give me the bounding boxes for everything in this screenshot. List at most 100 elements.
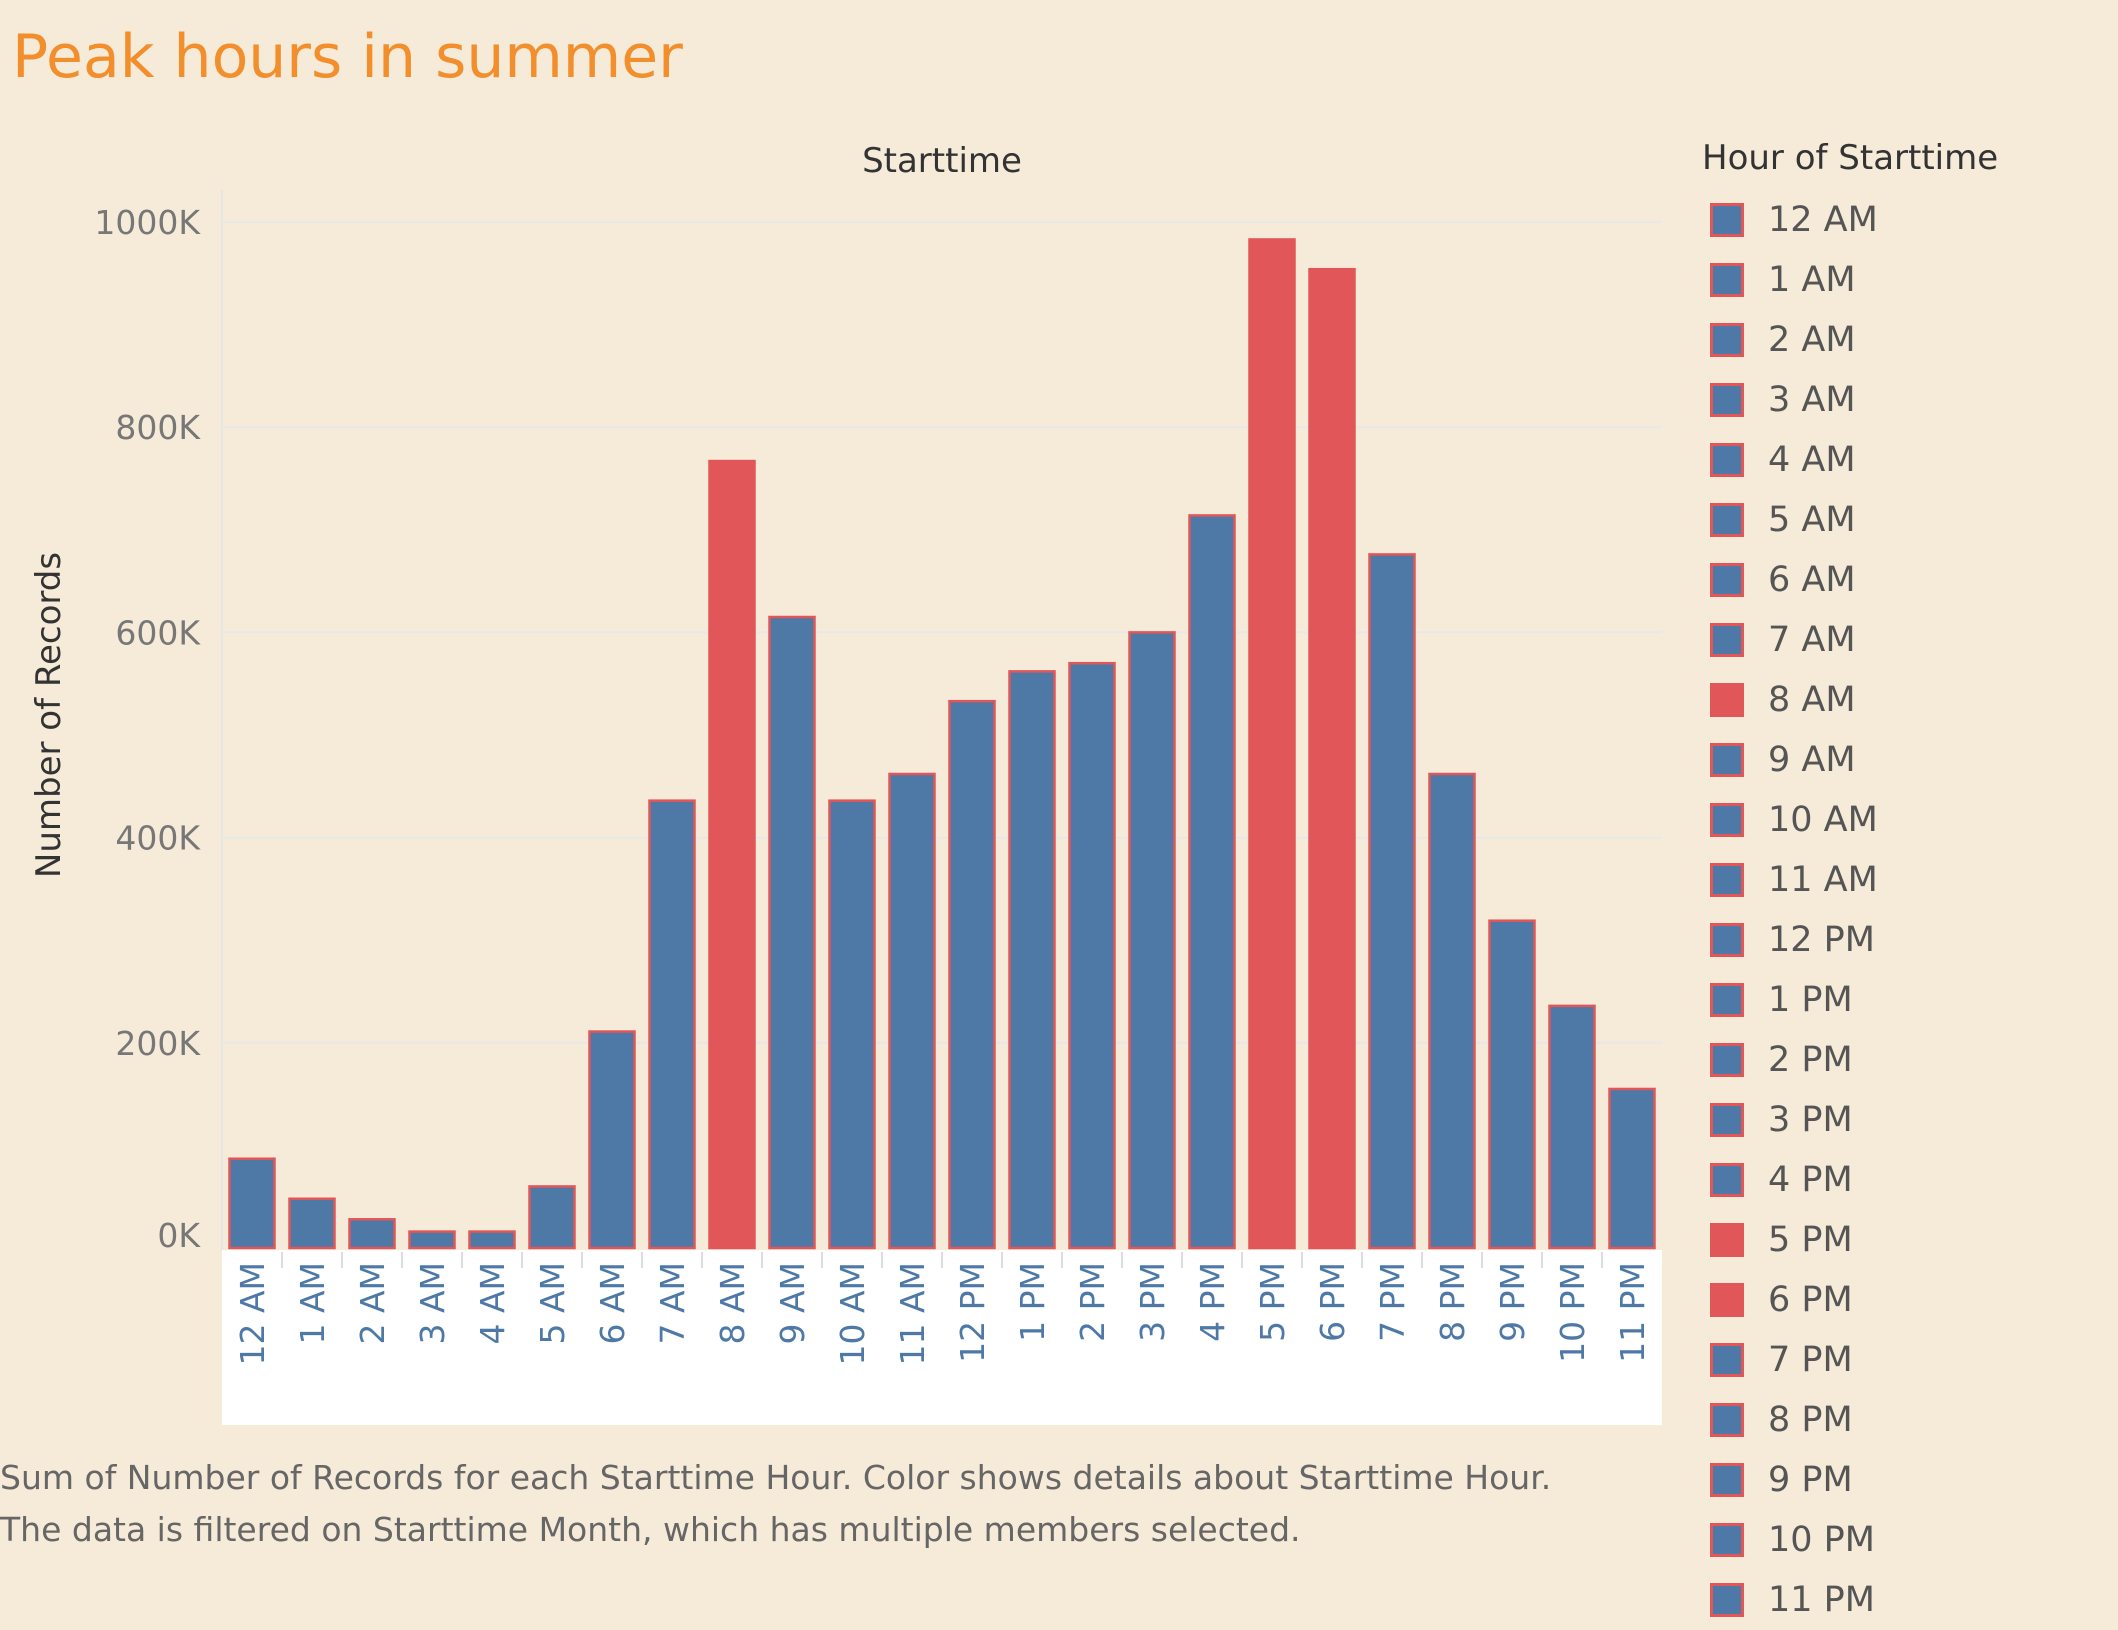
legend-swatch xyxy=(1710,1403,1744,1437)
x-tick-label: 8 PM xyxy=(1433,1262,1472,1342)
y-tick-label: 200K xyxy=(115,1024,201,1063)
legend-item[interactable]: 12 PM xyxy=(1700,910,2100,970)
legend-swatch xyxy=(1710,1523,1744,1557)
legend-label: 5 PM xyxy=(1768,1220,1853,1260)
caption: Sum of Number of Records for each Startt… xyxy=(0,1452,1551,1556)
legend-label: 12 AM xyxy=(1768,200,1878,240)
x-tick-label: 9 PM xyxy=(1493,1262,1532,1342)
legend-item[interactable]: 4 PM xyxy=(1700,1150,2100,1210)
legend-swatch xyxy=(1710,863,1744,897)
bar xyxy=(1128,631,1176,1250)
legend-label: 9 AM xyxy=(1768,740,1856,780)
bar xyxy=(648,799,696,1250)
column-header: Starttime xyxy=(862,141,1022,181)
legend-label: 11 PM xyxy=(1768,1580,1875,1620)
legend-label: 1 AM xyxy=(1768,260,1856,300)
plot-area: 0K 200K 400K 600K 800K 1000K 12 AM 1 AM 2 AM 3 AM… xyxy=(94,190,1662,1425)
legend-swatch xyxy=(1710,1103,1744,1137)
legend-swatch xyxy=(1710,1343,1744,1377)
x-tick-label: 12 PM xyxy=(953,1262,992,1363)
legend-label: 1 PM xyxy=(1768,980,1853,1020)
legend-swatch xyxy=(1710,263,1744,297)
legend-item[interactable]: 7 PM xyxy=(1700,1330,2100,1390)
legend-swatch xyxy=(1710,323,1744,357)
legend-swatch xyxy=(1710,623,1744,657)
bar xyxy=(828,799,876,1250)
legend-item[interactable]: 9 PM xyxy=(1700,1450,2100,1510)
bar xyxy=(528,1185,576,1250)
caption-line-1: Sum of Number of Records for each Startt… xyxy=(0,1458,1552,1497)
x-tick-label: 12 AM xyxy=(233,1262,272,1366)
legend-item[interactable]: 3 AM xyxy=(1700,370,2100,430)
legend-swatch xyxy=(1710,1043,1744,1077)
legend-item[interactable]: 10 AM xyxy=(1700,790,2100,850)
legend-item[interactable]: 5 AM xyxy=(1700,490,2100,550)
bar xyxy=(948,699,996,1250)
legend-label: 12 PM xyxy=(1768,920,1875,960)
bar xyxy=(888,772,936,1250)
legend-label: 9 PM xyxy=(1768,1460,1853,1500)
bar xyxy=(1608,1087,1656,1250)
x-tick-label: 1 AM xyxy=(293,1262,332,1345)
legend-item[interactable]: 9 AM xyxy=(1700,730,2100,790)
legend-item[interactable]: 1 PM xyxy=(1700,970,2100,1030)
legend-swatch xyxy=(1710,983,1744,1017)
legend-swatch xyxy=(1710,563,1744,597)
x-tick-label: 5 AM xyxy=(533,1262,572,1345)
x-tick-label: 5 PM xyxy=(1253,1262,1292,1342)
bar xyxy=(1008,670,1056,1250)
legend-item[interactable]: 2 PM xyxy=(1700,1030,2100,1090)
y-tick-label: 0K xyxy=(157,1216,201,1255)
legend-label: 10 PM xyxy=(1768,1520,1875,1560)
y-tick-label: 800K xyxy=(115,408,201,447)
x-tick-label: 10 PM xyxy=(1553,1262,1592,1363)
y-axis-label: Number of Records xyxy=(29,552,69,878)
legend-label: 4 AM xyxy=(1768,440,1856,480)
legend-item[interactable]: 8 PM xyxy=(1700,1390,2100,1450)
legend-item[interactable]: 11 PM xyxy=(1700,1570,2100,1630)
bar xyxy=(1308,267,1356,1250)
bar xyxy=(228,1157,276,1250)
legend-label: 6 PM xyxy=(1768,1280,1853,1320)
x-tick-label: 11 PM xyxy=(1613,1262,1652,1363)
legend-swatch xyxy=(1710,743,1744,777)
bar xyxy=(1248,238,1296,1250)
legend-swatch xyxy=(1710,1223,1744,1257)
legend-item[interactable]: 4 AM xyxy=(1700,430,2100,490)
legend-swatch xyxy=(1710,923,1744,957)
legend-label: 8 AM xyxy=(1768,680,1856,720)
legend-item[interactable]: 1 AM xyxy=(1700,250,2100,310)
bar xyxy=(408,1230,456,1250)
legend-item[interactable]: 3 PM xyxy=(1700,1090,2100,1150)
legend-item[interactable]: 12 AM xyxy=(1700,190,2100,250)
legend-swatch xyxy=(1710,1463,1744,1497)
legend-item[interactable]: 2 AM xyxy=(1700,310,2100,370)
x-axis-band xyxy=(222,1250,1662,1425)
legend-item[interactable]: 11 AM xyxy=(1700,850,2100,910)
legend-label: 5 AM xyxy=(1768,500,1856,540)
legend-swatch xyxy=(1710,1583,1744,1617)
legend-item[interactable]: 5 PM xyxy=(1700,1210,2100,1270)
x-tick-label: 4 PM xyxy=(1193,1262,1232,1342)
legend-item[interactable]: 7 AM xyxy=(1700,610,2100,670)
x-tick-label: 10 AM xyxy=(833,1262,872,1366)
legend-item[interactable]: 8 AM xyxy=(1700,670,2100,730)
legend-label: 8 PM xyxy=(1768,1400,1853,1440)
bar xyxy=(588,1030,636,1250)
x-tick-label: 6 AM xyxy=(593,1262,632,1345)
legend-label: 3 AM xyxy=(1768,380,1856,420)
legend-swatch xyxy=(1710,1163,1744,1197)
legend-swatch xyxy=(1710,443,1744,477)
legend-label: 2 AM xyxy=(1768,320,1856,360)
x-tick-label: 3 PM xyxy=(1133,1262,1172,1342)
legend-item[interactable]: 10 PM xyxy=(1700,1510,2100,1570)
x-tick-label: 7 AM xyxy=(653,1262,692,1345)
page-title: Peak hours in summer xyxy=(12,22,683,92)
y-tick-label: 400K xyxy=(115,819,201,858)
y-tick-label: 1000K xyxy=(94,203,201,242)
legend-item[interactable]: 6 AM xyxy=(1700,550,2100,610)
legend-item[interactable]: 6 PM xyxy=(1700,1270,2100,1330)
y-tick-label: 600K xyxy=(115,613,201,652)
bar xyxy=(1428,772,1476,1250)
x-tick-label: 8 AM xyxy=(713,1262,752,1345)
